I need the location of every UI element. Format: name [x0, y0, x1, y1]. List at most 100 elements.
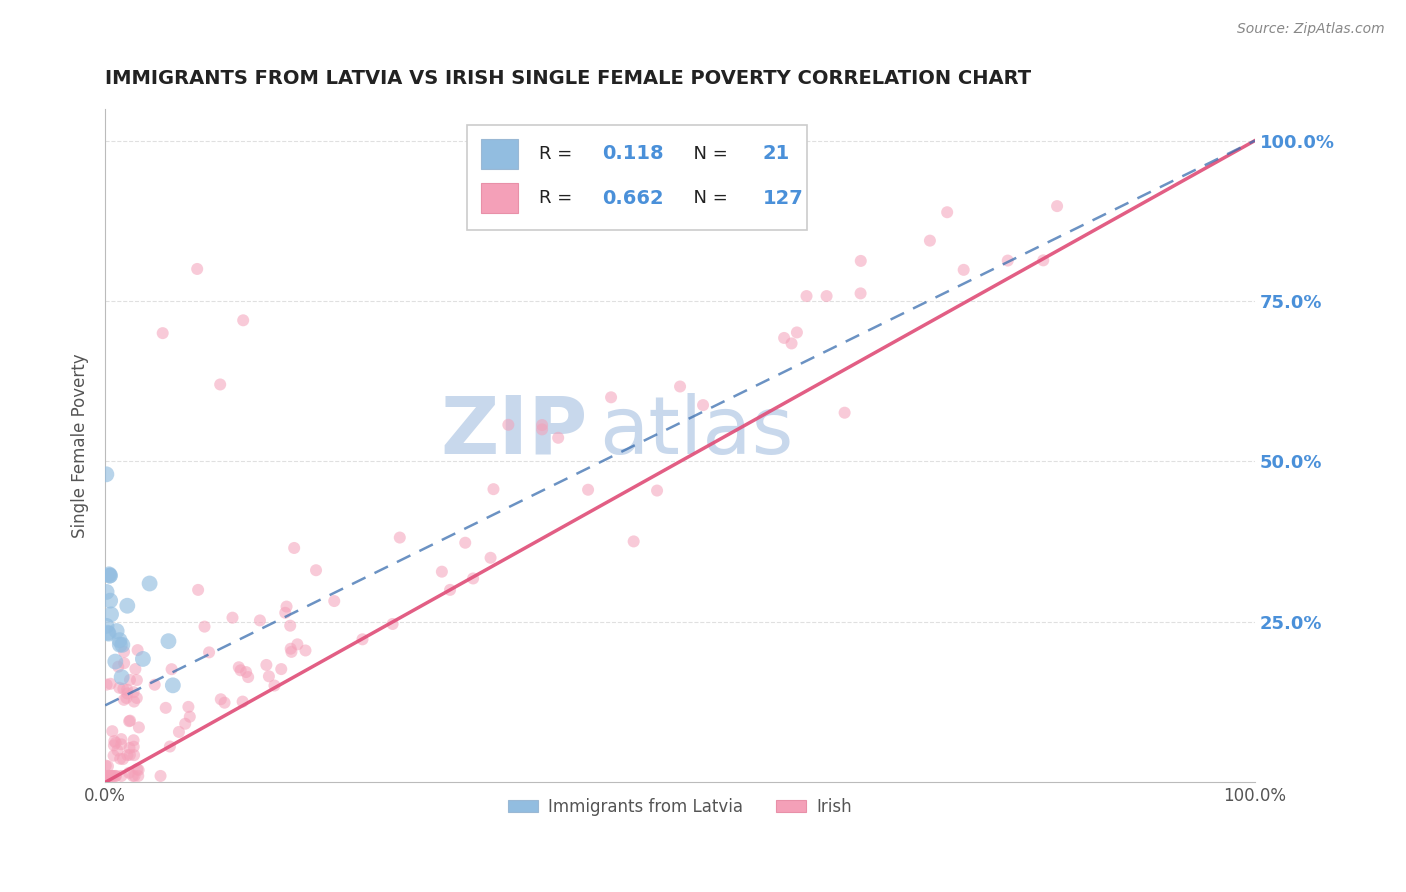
- Point: [936, 205, 959, 219]
- Point: [101, 724, 124, 739]
- Point: [117, 599, 139, 613]
- Point: [111, 670, 134, 684]
- Point: [849, 286, 872, 301]
- Point: [149, 769, 172, 783]
- Point: [152, 326, 174, 340]
- Point: [120, 714, 142, 728]
- Point: [128, 763, 150, 777]
- Point: [96, 585, 118, 599]
- Point: [287, 637, 309, 651]
- FancyBboxPatch shape: [481, 183, 517, 213]
- Point: [124, 662, 146, 676]
- Point: [125, 673, 148, 687]
- Point: [128, 720, 150, 734]
- Point: [780, 336, 803, 351]
- Text: R =: R =: [538, 189, 578, 207]
- Point: [115, 691, 138, 706]
- Text: IMMIGRANTS FROM LATVIA VS IRISH SINGLE FEMALE POVERTY CORRELATION CHART: IMMIGRANTS FROM LATVIA VS IRISH SINGLE F…: [105, 69, 1032, 87]
- Point: [157, 634, 180, 648]
- Point: [221, 610, 243, 624]
- Point: [430, 565, 453, 579]
- Point: [122, 733, 145, 747]
- Point: [952, 263, 974, 277]
- Point: [96, 769, 118, 783]
- Point: [104, 655, 127, 669]
- Point: [236, 670, 259, 684]
- Point: [96, 678, 118, 692]
- Text: 21: 21: [763, 145, 790, 163]
- Text: 0.118: 0.118: [602, 145, 664, 163]
- Point: [547, 431, 569, 445]
- Point: [127, 643, 149, 657]
- Point: [118, 765, 141, 780]
- Point: [107, 659, 129, 673]
- Point: [283, 541, 305, 555]
- Point: [122, 739, 145, 754]
- Point: [773, 331, 796, 345]
- Point: [98, 568, 121, 582]
- Point: [352, 632, 374, 647]
- Point: [479, 550, 502, 565]
- Point: [323, 594, 346, 608]
- Point: [117, 748, 139, 763]
- Point: [645, 483, 668, 498]
- Point: [179, 709, 201, 723]
- Point: [254, 657, 277, 672]
- Point: [108, 681, 131, 695]
- Point: [305, 563, 328, 577]
- Point: [263, 679, 285, 693]
- Point: [108, 638, 131, 652]
- Point: [118, 740, 141, 755]
- Point: [235, 665, 257, 679]
- Point: [110, 737, 132, 751]
- Point: [94, 758, 117, 772]
- Text: R =: R =: [538, 145, 578, 162]
- Point: [692, 398, 714, 412]
- Point: [186, 262, 208, 277]
- Point: [121, 769, 143, 783]
- Point: [232, 695, 254, 709]
- Point: [1046, 199, 1069, 213]
- Point: [209, 377, 232, 392]
- Point: [98, 568, 121, 582]
- Legend: Immigrants from Latvia, Irish: Immigrants from Latvia, Irish: [502, 791, 859, 822]
- Point: [97, 759, 120, 773]
- Point: [669, 379, 692, 393]
- Point: [100, 769, 122, 783]
- Point: [229, 663, 252, 677]
- Point: [162, 678, 184, 692]
- Point: [193, 619, 215, 633]
- Text: N =: N =: [682, 145, 734, 162]
- Point: [1032, 253, 1054, 268]
- Point: [531, 422, 554, 436]
- Point: [97, 567, 120, 582]
- Point: [498, 417, 520, 432]
- Point: [132, 652, 155, 666]
- Point: [103, 748, 125, 763]
- Point: [274, 606, 297, 620]
- Point: [918, 234, 941, 248]
- Point: [174, 716, 197, 731]
- Point: [122, 685, 145, 699]
- Point: [388, 531, 411, 545]
- Point: [155, 701, 177, 715]
- Point: [97, 626, 120, 640]
- Point: [482, 482, 505, 496]
- Point: [105, 624, 128, 638]
- Point: [167, 725, 190, 739]
- Text: Source: ZipAtlas.com: Source: ZipAtlas.com: [1237, 22, 1385, 37]
- Point: [439, 582, 461, 597]
- Point: [118, 714, 141, 729]
- Text: ZIP: ZIP: [441, 393, 588, 471]
- Point: [270, 662, 292, 676]
- Point: [177, 699, 200, 714]
- Point: [531, 418, 554, 433]
- Point: [280, 645, 302, 659]
- Point: [997, 253, 1019, 268]
- Point: [104, 769, 127, 783]
- Point: [104, 736, 127, 750]
- Point: [122, 748, 145, 763]
- Point: [124, 769, 146, 783]
- Point: [97, 625, 120, 640]
- Point: [98, 593, 121, 607]
